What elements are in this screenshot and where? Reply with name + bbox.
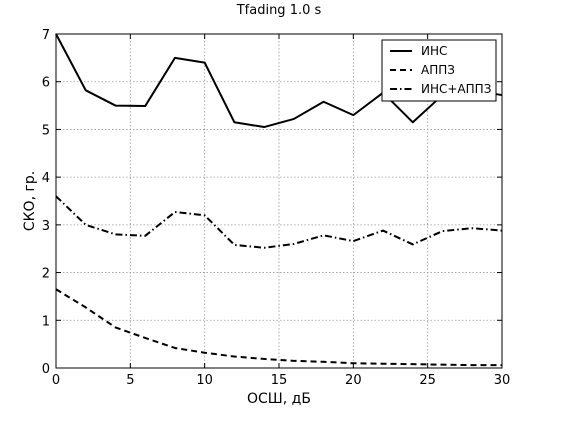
x-tick-label: 10 — [196, 373, 213, 388]
legend-label-0: ИНС — [421, 44, 447, 58]
y-tick-label: 1 — [42, 314, 50, 329]
y-tick-label: 4 — [42, 171, 50, 186]
y-tick-label: 3 — [42, 219, 50, 234]
chart-title: Tfading 1.0 s — [236, 3, 322, 18]
x-tick-label: 5 — [126, 373, 134, 388]
x-tick-label: 25 — [419, 373, 436, 388]
y-axis-label: СКО, гр. — [22, 171, 38, 231]
series-layer — [55, 33, 503, 367]
axis-ticks: 0 5 10 15 20 25 30 0 1 2 3 4 5 6 7 — [42, 28, 511, 388]
legend-label-2: ИНС+АППЗ — [421, 82, 491, 96]
y-tick-label: 0 — [42, 362, 50, 377]
y-tick-label: 2 — [42, 267, 50, 282]
y-tick-label: 6 — [42, 76, 50, 91]
x-tick-label: 30 — [494, 373, 511, 388]
series-line-2 — [55, 195, 503, 249]
x-tick-label: 20 — [345, 373, 362, 388]
x-tick-label: 15 — [271, 373, 288, 388]
y-tick-label: 7 — [42, 28, 50, 43]
x-tick-label: 0 — [52, 373, 60, 388]
legend-label-1: АППЗ — [421, 63, 455, 77]
x-axis-label: ОСШ, дБ — [247, 391, 311, 407]
series-line-0 — [55, 33, 503, 129]
legend: ИНС АППЗ ИНС+АППЗ — [381, 39, 497, 102]
y-tick-label: 5 — [42, 123, 50, 138]
